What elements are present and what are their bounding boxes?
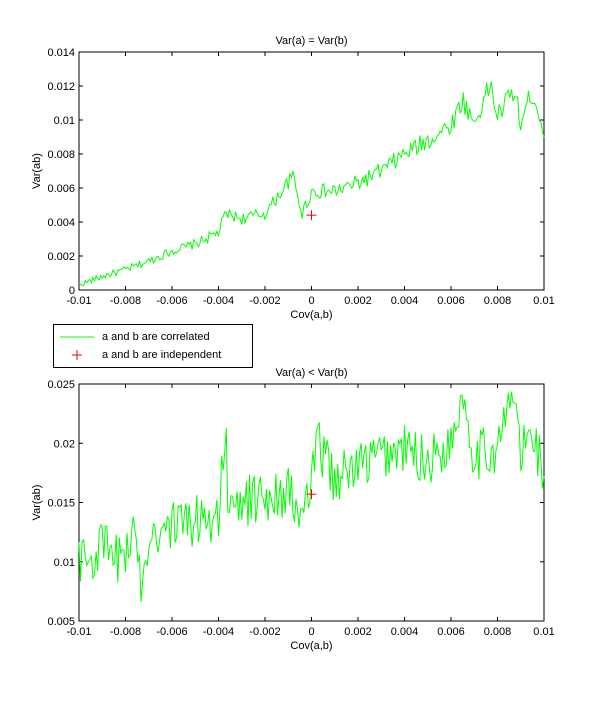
x-axis-label: Cov(a,b) bbox=[290, 309, 332, 321]
x-axis-label: Cov(a,b) bbox=[290, 640, 332, 652]
x-tick-label: 0.002 bbox=[344, 626, 372, 638]
series-line-correlated bbox=[78, 81, 545, 287]
y-axis-label: Var(ab) bbox=[31, 485, 43, 521]
y-tick-label: 0.012 bbox=[47, 81, 75, 93]
y-tick-label: 0.025 bbox=[47, 379, 75, 391]
marker-independent bbox=[306, 210, 317, 221]
x-tick-label: 0.006 bbox=[437, 626, 465, 638]
x-tick-label: -0.004 bbox=[203, 295, 234, 307]
x-tick-label: -0.002 bbox=[249, 295, 280, 307]
x-tick-label: -0.008 bbox=[110, 626, 141, 638]
legend-item-correlated: a and b are correlated bbox=[54, 328, 210, 346]
legend-line-swatch bbox=[54, 328, 98, 346]
plot-area bbox=[78, 51, 545, 291]
x-tick-label: -0.006 bbox=[156, 626, 187, 638]
legend: a and b are correlated a and b are indep… bbox=[53, 324, 253, 368]
y-tick-label: 0.01 bbox=[54, 115, 75, 127]
legend-label: a and b are independent bbox=[102, 349, 222, 361]
legend-item-independent: a and b are independent bbox=[54, 346, 221, 364]
y-tick-label: 0.002 bbox=[47, 251, 75, 263]
y-tick-label: 0.015 bbox=[47, 498, 75, 510]
y-tick-label: 0.006 bbox=[47, 183, 75, 195]
y-axis-label: Var(ab) bbox=[31, 153, 43, 189]
series-line-correlated bbox=[78, 391, 545, 602]
y-tick-label: 0.005 bbox=[47, 616, 75, 628]
x-tick-label: 0.01 bbox=[533, 626, 554, 638]
x-tick-label: -0.008 bbox=[110, 295, 141, 307]
x-tick-label: -0.002 bbox=[249, 626, 280, 638]
y-tick-label: 0.01 bbox=[54, 557, 75, 569]
x-tick-label: 0.008 bbox=[484, 626, 512, 638]
x-tick-label: -0.004 bbox=[203, 626, 234, 638]
x-tick-label: -0.006 bbox=[156, 295, 187, 307]
marker-independent bbox=[306, 489, 317, 500]
y-tick-label: 0.02 bbox=[54, 438, 75, 450]
y-tick-label: 0.014 bbox=[47, 47, 75, 59]
x-tick-label: 0 bbox=[308, 626, 314, 638]
x-tick-label: 0.006 bbox=[437, 295, 465, 307]
x-tick-label: 0.01 bbox=[533, 295, 554, 307]
x-tick-label: 0.008 bbox=[484, 295, 512, 307]
y-tick-label: 0 bbox=[69, 285, 75, 297]
x-tick-label: 0 bbox=[308, 295, 314, 307]
y-tick-label: 0.004 bbox=[47, 217, 75, 229]
chart-title: Var(a) < Var(b) bbox=[275, 367, 347, 379]
x-tick-label: -0.01 bbox=[66, 295, 91, 307]
plot-area bbox=[78, 383, 545, 622]
x-tick-label: 0.004 bbox=[391, 626, 419, 638]
legend-label: a and b are correlated bbox=[102, 331, 210, 343]
y-tick-label: 0.008 bbox=[47, 149, 75, 161]
x-tick-label: -0.01 bbox=[66, 626, 91, 638]
legend-marker-swatch bbox=[54, 346, 98, 364]
x-tick-label: 0.002 bbox=[344, 295, 372, 307]
chart-title: Var(a) = Var(b) bbox=[275, 35, 347, 47]
x-tick-label: 0.004 bbox=[391, 295, 419, 307]
